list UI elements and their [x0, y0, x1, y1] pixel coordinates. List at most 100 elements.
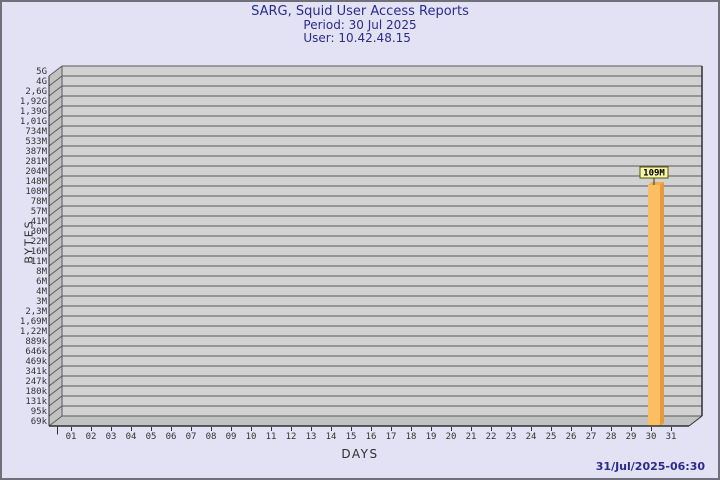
x-tick-label: 08: [206, 432, 217, 442]
x-tick-label: 09: [226, 432, 237, 442]
x-tick-label: 24: [526, 432, 537, 442]
wall-tick: [48, 175, 63, 187]
wall-tick: [48, 375, 63, 387]
y-tick-label: 889k: [25, 337, 47, 347]
y-tick-label: 41M: [31, 217, 48, 227]
y-tick-label: 204M: [25, 167, 47, 177]
y-tick-label: 247k: [25, 377, 47, 387]
y-tick-label: 148M: [25, 177, 47, 187]
y-tick-label: 11M: [31, 257, 48, 267]
wall-tick: [48, 415, 63, 427]
chart-title-block: SARG, Squid User Access Reports Period: …: [2, 4, 718, 46]
bar-front: [648, 185, 660, 426]
wall-tick: [48, 245, 63, 257]
period-line: Period: 30 Jul 2025: [303, 18, 417, 33]
wall-tick: [48, 105, 63, 117]
y-tick-label: 2,6G: [25, 87, 47, 97]
generation-timestamp: 31/Jul/2025-06:30: [595, 460, 705, 473]
plot-area: [62, 66, 702, 416]
x-tick-label: 27: [586, 432, 597, 442]
x-tick-label: 07: [186, 432, 197, 442]
x-tick-label: 17: [386, 432, 397, 442]
x-tick-label: 11: [266, 432, 277, 442]
y-tick-label: 30M: [31, 227, 48, 237]
wall-tick: [48, 85, 63, 97]
x-tick-label: 10: [246, 432, 257, 442]
bar-top: [648, 182, 664, 185]
y-tick-label: 4M: [36, 287, 47, 297]
y-tick-label: 16M: [31, 247, 48, 257]
chart-subtitles: Period: 30 Jul 2025 User: 10.42.48.15: [303, 18, 417, 46]
y-tick-label: 469k: [25, 357, 47, 367]
x-tick-label: 18: [406, 432, 417, 442]
left-wall-3d: [49, 66, 62, 426]
wall-tick: [48, 215, 63, 227]
chart-title: SARG, Squid User Access Reports: [251, 4, 469, 19]
y-tick-label: 533M: [25, 137, 47, 147]
wall-tick: [48, 145, 63, 157]
y-tick-label: 78M: [31, 197, 48, 207]
bar-value-label: 109M: [643, 169, 665, 179]
x-tick-label: 20: [446, 432, 457, 442]
y-tick-label: 1,39G: [20, 107, 47, 117]
y-tick-label: 1,92G: [20, 97, 47, 107]
y-tick-label: 387M: [25, 147, 47, 157]
x-tick-label: 01: [66, 432, 77, 442]
y-tick-label: 1,22M: [20, 327, 48, 337]
bar-value-box: [639, 166, 669, 179]
y-tick-label: 6M: [36, 277, 47, 287]
wall-tick: [48, 265, 63, 277]
y-tick-label: 646k: [25, 347, 47, 357]
y-tick-label: 3M: [36, 297, 47, 307]
wall-tick: [48, 125, 63, 137]
x-tick-label: 29: [626, 432, 637, 442]
y-tick-label: 57M: [31, 207, 48, 217]
wall-tick: [48, 115, 63, 127]
wall-tick: [48, 255, 63, 267]
y-tick-label: 22M: [31, 237, 48, 247]
wall-tick: [48, 225, 63, 237]
y-tick-label: 2,3M: [25, 307, 47, 317]
wall-tick: [48, 135, 63, 147]
x-tick-label: 03: [106, 432, 117, 442]
x-tick-label: 31: [666, 432, 677, 442]
y-tick-label: 1,01G: [20, 117, 47, 127]
wall-tick: [48, 395, 63, 407]
x-tick-label: 16: [366, 432, 377, 442]
x-tick-label: 28: [606, 432, 617, 442]
x-tick-label: 14: [326, 432, 337, 442]
wall-tick: [48, 325, 63, 337]
y-tick-label: 131k: [25, 397, 47, 407]
x-tick-label: 02: [86, 432, 97, 442]
wall-tick: [48, 155, 63, 167]
wall-tick: [48, 165, 63, 177]
y-axis-label: BYTES: [22, 219, 36, 264]
wall-tick: [48, 355, 63, 367]
wall-tick: [48, 75, 63, 87]
wall-tick: [48, 335, 63, 347]
wall-tick: [48, 315, 63, 327]
user-line: User: 10.42.48.15: [303, 31, 411, 46]
x-tick-label: 25: [546, 432, 557, 442]
y-tick-label: 5G: [36, 67, 47, 77]
x-tick-label: 19: [426, 432, 437, 442]
wall-tick: [48, 345, 63, 357]
x-tick-label: 06: [166, 432, 177, 442]
wall-tick: [48, 405, 63, 417]
y-tick-label: 180k: [25, 387, 47, 397]
y-tick-label: 4G: [36, 77, 47, 87]
y-tick-label: 281M: [25, 157, 47, 167]
y-tick-label: 341k: [25, 367, 47, 377]
x-tick-label: 05: [146, 432, 157, 442]
wall-tick: [48, 295, 63, 307]
x-tick-label: 23: [506, 432, 517, 442]
y-tick-label: 69k: [31, 417, 48, 427]
x-tick-label: 13: [306, 432, 317, 442]
wall-tick: [48, 275, 63, 287]
x-tick-label: 12: [286, 432, 297, 442]
wall-tick: [48, 235, 63, 247]
x-axis-label: DAYS: [341, 447, 379, 461]
wall-tick: [48, 65, 63, 77]
